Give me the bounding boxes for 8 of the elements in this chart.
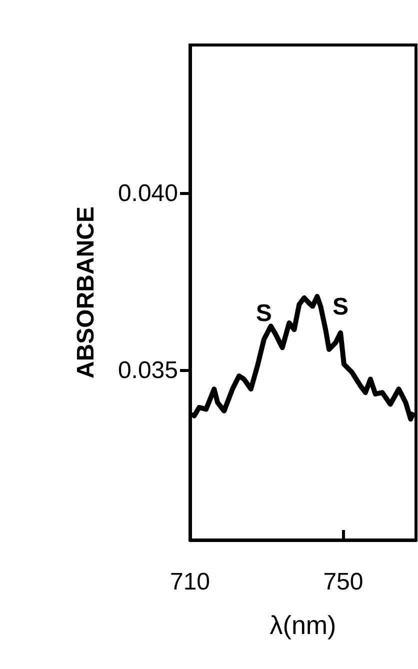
y-axis-title: ABSORBANCE <box>72 206 100 379</box>
x-axis-title: λ(nm) <box>270 610 336 640</box>
annotation: S <box>332 293 349 320</box>
annotation: S <box>256 300 272 328</box>
x-tick-label: 750 <box>323 568 364 596</box>
y-tick-label: 0.040 <box>118 180 178 207</box>
x-tick-label: 710 <box>170 568 210 596</box>
y-tick-label: 0.035 <box>118 356 178 384</box>
